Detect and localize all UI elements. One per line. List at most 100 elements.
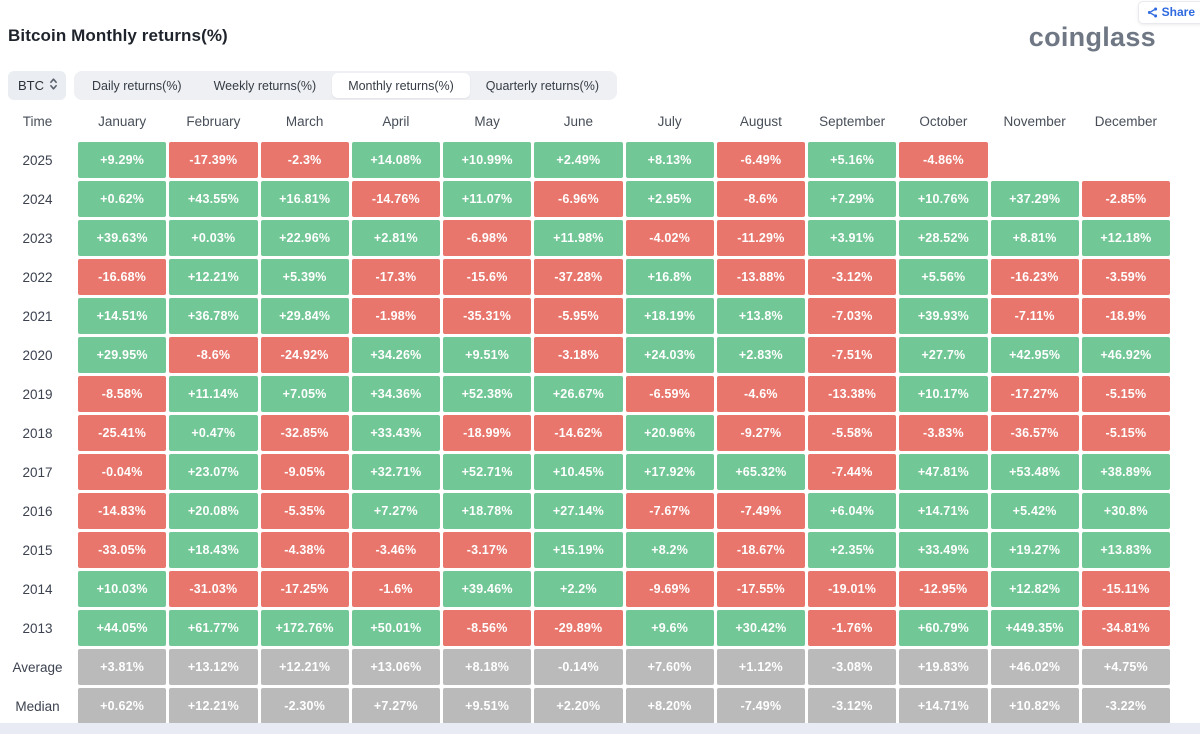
return-cell: +7.27% xyxy=(351,493,440,529)
return-cell: +10.82% xyxy=(990,688,1079,724)
return-cell: -0.14% xyxy=(534,649,623,685)
return-cell: -3.17% xyxy=(443,532,532,568)
row-label: 2015 xyxy=(0,532,75,568)
return-cell: -24.92% xyxy=(260,337,349,373)
month-column-header: October xyxy=(919,113,968,129)
return-cell: -18.67% xyxy=(716,532,805,568)
return-cell: +12.18% xyxy=(1081,220,1170,256)
row-label: 2014 xyxy=(0,571,75,607)
row-label: 2023 xyxy=(0,220,75,256)
return-cell: +8.13% xyxy=(625,142,714,178)
return-cell: +36.78% xyxy=(169,298,258,334)
return-cell: -3.83% xyxy=(899,415,988,451)
return-cell: +33.43% xyxy=(351,415,440,451)
month-column-header: August xyxy=(739,113,782,129)
return-cell: -29.89% xyxy=(534,610,623,646)
return-cell: +5.16% xyxy=(808,142,897,178)
controls-bar: BTC Daily returns(%) Weekly returns(%) M… xyxy=(8,71,618,100)
return-cell: -7.11% xyxy=(990,298,1079,334)
return-cell: +2.83% xyxy=(716,337,805,373)
return-cell: +8.20% xyxy=(625,688,714,724)
return-cell: -13.88% xyxy=(716,259,805,295)
return-cell: +10.17% xyxy=(899,376,988,412)
return-cell: -5.35% xyxy=(260,493,349,529)
return-cell: -0.04% xyxy=(78,454,167,490)
return-cell: -2.85% xyxy=(1081,181,1170,217)
month-column-header: June xyxy=(563,113,594,129)
return-cell: -19.01% xyxy=(808,571,897,607)
return-cell: +5.42% xyxy=(990,493,1079,529)
return-cell: -12.95% xyxy=(899,571,988,607)
return-cell: +7.29% xyxy=(808,181,897,217)
return-cell: +10.45% xyxy=(534,454,623,490)
return-cell: +27.7% xyxy=(899,337,988,373)
month-column-header: April xyxy=(382,113,410,129)
return-cell: -1.6% xyxy=(351,571,440,607)
return-cell: -6.49% xyxy=(716,142,805,178)
return-cell: +47.81% xyxy=(899,454,988,490)
return-cell: -36.57% xyxy=(990,415,1079,451)
return-cell: -8.6% xyxy=(716,181,805,217)
return-cell: +39.93% xyxy=(899,298,988,334)
return-cell: +53.48% xyxy=(990,454,1079,490)
return-cell: -16.68% xyxy=(78,259,167,295)
return-cell: -16.23% xyxy=(990,259,1079,295)
return-cell: +9.6% xyxy=(625,610,714,646)
return-cell: -1.98% xyxy=(351,298,440,334)
coinglass-logo: coinglass xyxy=(1028,22,1156,52)
coin-selector-value: BTC xyxy=(18,78,44,93)
row-label: 2019 xyxy=(0,376,75,412)
return-cell: -3.08% xyxy=(808,649,897,685)
return-cell: -1.76% xyxy=(808,610,897,646)
return-cell: -15.11% xyxy=(1081,571,1170,607)
return-cell: +32.71% xyxy=(351,454,440,490)
return-cell: +2.81% xyxy=(351,220,440,256)
return-cell: +18.19% xyxy=(625,298,714,334)
row-label: 2013 xyxy=(0,610,75,646)
return-cell: -4.38% xyxy=(260,532,349,568)
coin-selector[interactable]: BTC xyxy=(8,71,66,100)
return-cell: +9.51% xyxy=(443,337,532,373)
share-button[interactable]: Share xyxy=(1137,1,1200,24)
return-cell: +0.62% xyxy=(78,181,167,217)
return-cell: -7.03% xyxy=(808,298,897,334)
month-column-header: February xyxy=(186,113,241,129)
table-header-row: Time January February March April May June July… xyxy=(0,106,1170,136)
return-cell: -5.58% xyxy=(808,415,897,451)
tab-weekly-returns[interactable]: Weekly returns(%) xyxy=(213,78,317,93)
return-cell: +46.92% xyxy=(1081,337,1170,373)
return-cell: +39.63% xyxy=(78,220,167,256)
return-cell: -18.9% xyxy=(1081,298,1170,334)
return-cell: +46.02% xyxy=(990,649,1079,685)
return-cell: -14.76% xyxy=(351,181,440,217)
return-cell: -6.96% xyxy=(534,181,623,217)
return-cell: +20.96% xyxy=(625,415,714,451)
return-cell: +61.77% xyxy=(169,610,258,646)
time-column-header: Time xyxy=(22,113,53,129)
return-cell: +13.83% xyxy=(1081,532,1170,568)
return-cell: +23.07% xyxy=(169,454,258,490)
tab-daily-returns[interactable]: Daily returns(%) xyxy=(92,78,182,93)
return-cell: +1.12% xyxy=(716,649,805,685)
return-cell: +19.83% xyxy=(899,649,988,685)
return-cell: -2.3% xyxy=(260,142,349,178)
return-cell: +29.95% xyxy=(78,337,167,373)
tab-quarterly-returns[interactable]: Quarterly returns(%) xyxy=(485,78,600,93)
tab-monthly-returns[interactable]: Monthly returns(%) xyxy=(332,73,470,98)
return-cell: -7.51% xyxy=(808,337,897,373)
return-cell: -11.29% xyxy=(716,220,805,256)
month-column-header: December xyxy=(1094,113,1158,129)
share-icon xyxy=(1147,7,1158,18)
return-cell: +2.35% xyxy=(808,532,897,568)
return-cell: +16.81% xyxy=(260,181,349,217)
return-cell: +7.05% xyxy=(260,376,349,412)
return-cell: -4.86% xyxy=(899,142,988,178)
return-cell: -3.12% xyxy=(808,259,897,295)
return-cell: +34.26% xyxy=(351,337,440,373)
return-cell: +4.75% xyxy=(1081,649,1170,685)
return-cell: +2.2% xyxy=(534,571,623,607)
return-cell: +43.55% xyxy=(169,181,258,217)
return-cell: +9.29% xyxy=(78,142,167,178)
return-cell: +3.91% xyxy=(808,220,897,256)
